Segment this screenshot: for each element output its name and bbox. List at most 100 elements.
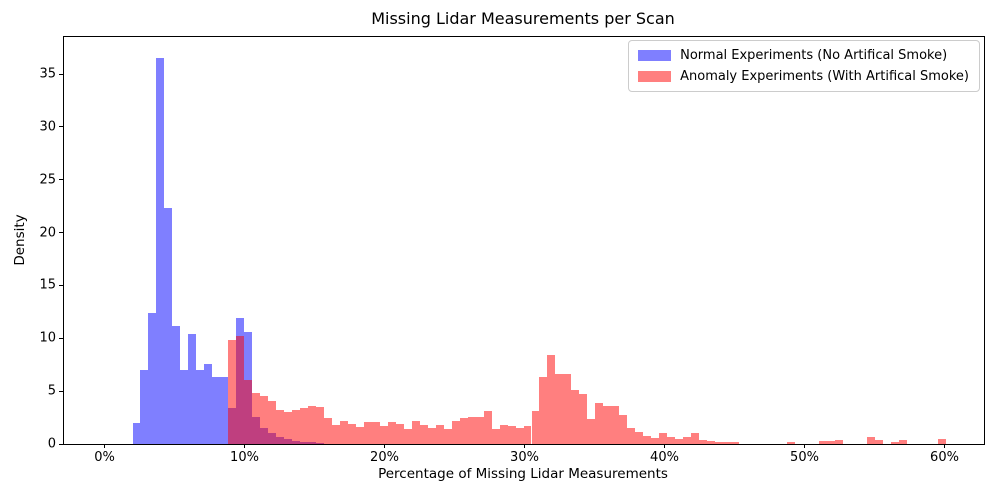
histogram-bar <box>691 433 700 444</box>
legend-label-anomaly: Anomaly Experiments (With Artifical Smok… <box>680 69 969 84</box>
histogram-bar <box>683 436 692 444</box>
y-tick-mark <box>59 126 63 128</box>
histogram-bar <box>196 370 205 444</box>
histogram-bar <box>379 426 388 444</box>
histogram-bar <box>475 416 484 444</box>
histogram-bar <box>547 355 556 444</box>
x-tick-mark <box>384 444 385 448</box>
histogram-bar <box>571 390 580 444</box>
histogram-bar <box>236 336 245 444</box>
histogram-bar <box>435 424 444 444</box>
legend-label-normal: Normal Experiments (No Artifical Smoke) <box>680 48 948 63</box>
x-tick-label: 30% <box>510 450 539 465</box>
y-tick-label: 15 <box>39 277 56 293</box>
histogram-layer-anomaly <box>64 37 984 444</box>
histogram-bar <box>675 438 684 444</box>
histogram-bar <box>643 436 652 444</box>
histogram-bar <box>324 417 332 444</box>
histogram-bar <box>579 394 588 444</box>
y-tick-label: 0 <box>47 436 56 452</box>
y-tick-mark <box>59 179 63 181</box>
histogram-bar <box>890 441 899 444</box>
x-tick-label: 0% <box>94 450 115 465</box>
histogram-bar <box>659 433 668 444</box>
x-tick-label: 10% <box>230 450 259 465</box>
histogram-bar <box>339 420 348 444</box>
histogram-bar <box>587 418 596 444</box>
histogram-bar <box>140 370 149 444</box>
legend: Normal Experiments (No Artifical Smoke) … <box>628 40 980 92</box>
y-tick-mark <box>59 337 63 339</box>
histogram-bar <box>874 440 883 444</box>
histogram-bar <box>252 393 261 444</box>
chart-title: Missing Lidar Measurements per Scan <box>371 9 675 28</box>
histogram-bar <box>707 440 716 444</box>
y-tick-label: 5 <box>47 383 56 399</box>
x-tick-label: 50% <box>790 450 819 465</box>
histogram-bar <box>204 363 213 444</box>
x-tick-mark <box>804 444 805 448</box>
histogram-bar <box>834 439 843 444</box>
x-tick-label: 40% <box>650 450 679 465</box>
histogram-bar <box>531 411 540 444</box>
histogram-bar <box>611 405 620 444</box>
histogram-bar <box>363 421 372 444</box>
histogram-bar <box>427 427 436 444</box>
histogram-bar <box>786 442 795 444</box>
histogram-bar <box>172 325 181 444</box>
histogram-bar <box>627 428 636 444</box>
histogram-bar <box>188 334 197 444</box>
histogram-bar <box>308 405 317 444</box>
x-tick-mark <box>664 444 665 448</box>
legend-swatch-normal <box>638 50 672 61</box>
histogram-bar <box>619 415 628 444</box>
histogram-bar <box>443 428 452 444</box>
histogram-bar <box>451 420 460 444</box>
x-tick-mark <box>944 444 945 448</box>
histogram-bar <box>355 427 364 444</box>
histogram-bar <box>387 421 396 444</box>
histogram-bar <box>595 402 604 444</box>
y-tick-mark <box>59 232 63 234</box>
x-tick-label: 20% <box>370 450 399 465</box>
histogram-bar <box>300 408 309 444</box>
histogram-bar <box>523 426 532 444</box>
histogram-bar <box>212 377 221 444</box>
legend-entry-anomaly: Anomaly Experiments (With Artifical Smok… <box>638 69 969 84</box>
y-axis-label: Density <box>12 214 28 266</box>
histogram-bar <box>164 208 173 444</box>
histogram-bar <box>403 428 412 444</box>
x-axis-label: Percentage of Missing Lidar Measurements <box>378 466 668 482</box>
histogram-bar <box>180 370 189 444</box>
x-tick-mark <box>524 444 525 448</box>
histogram-bar <box>276 410 285 444</box>
histogram-bar <box>132 422 141 444</box>
histogram-bar <box>651 437 660 444</box>
histogram-bar <box>316 407 324 444</box>
histogram-bar <box>332 424 340 444</box>
histogram-bar <box>459 417 468 444</box>
histogram-bar <box>244 379 253 444</box>
y-tick-mark <box>59 390 63 392</box>
y-tick-label: 20 <box>39 225 56 241</box>
histogram-bar <box>938 438 947 444</box>
histogram-bar <box>723 442 731 444</box>
histogram-bar <box>156 58 165 444</box>
histogram-bar <box>699 439 708 444</box>
histogram-bar <box>292 410 301 444</box>
histogram-bar <box>715 442 723 444</box>
histogram-bar <box>515 428 524 444</box>
histogram-bar <box>395 423 404 444</box>
histogram-bar <box>667 436 676 444</box>
y-tick-mark <box>59 443 63 445</box>
x-tick-label: 60% <box>930 450 959 465</box>
histogram-bar <box>220 377 229 444</box>
histogram-bar <box>826 440 835 444</box>
histogram-bar <box>866 437 875 444</box>
y-tick-label: 10 <box>39 330 56 346</box>
histogram-bar <box>347 423 356 444</box>
histogram-bar <box>284 412 293 444</box>
histogram-bar <box>603 405 612 444</box>
histogram-bar <box>371 421 380 444</box>
